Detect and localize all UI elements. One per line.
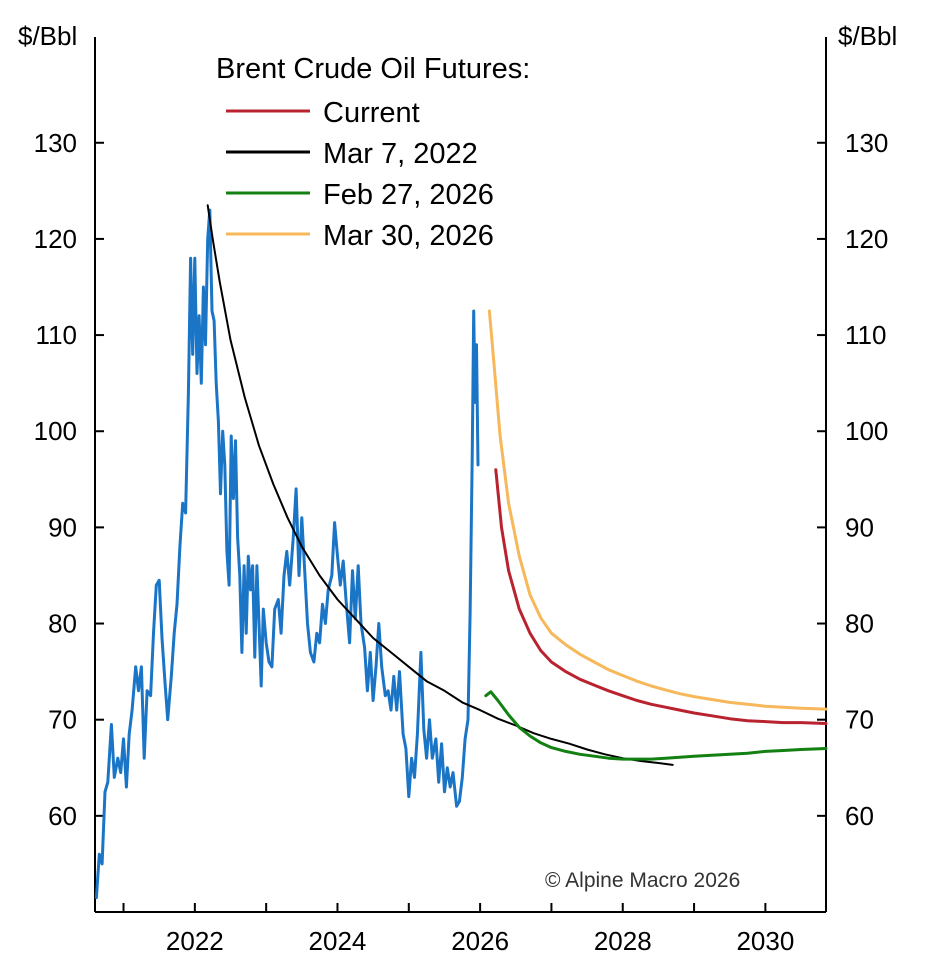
y-tick-labels-right: 60 70 80 90 100 110 120 130	[845, 128, 888, 831]
series-line-current	[494, 468, 828, 725]
y-tick-label-right: 80	[845, 609, 874, 639]
x-tick-label: 2022	[166, 926, 224, 956]
y-tick-label-right: 130	[845, 128, 888, 158]
x-tick-label: 2028	[594, 926, 652, 956]
y-tick-label-right: 100	[845, 416, 888, 446]
legend-entries: Current Mar 7, 2022 Feb 27, 2026 Mar 30, 20…	[226, 97, 494, 252]
legend-label: Mar 30, 2026	[323, 220, 494, 252]
left-unit-label: $/Bbl	[18, 21, 77, 51]
y-tick-label-right: 120	[845, 224, 888, 254]
y-tick-label-left: 70	[48, 705, 77, 735]
legend: Brent Crude Oil Futures: Current Mar 7, 2…	[216, 53, 530, 252]
credit-text: © Alpine Macro 2026	[545, 869, 740, 892]
series-line-brent-spot	[94, 208, 480, 900]
legend-label: Mar 7, 2022	[323, 138, 478, 170]
y-tick-label-left: 120	[34, 224, 77, 254]
legend-title: Brent Crude Oil Futures:	[216, 53, 530, 85]
series-layer	[94, 204, 828, 900]
series-line-feb-27-2026	[484, 690, 828, 761]
y-ticks-right	[817, 141, 826, 817]
legend-label: Feb 27, 2026	[323, 179, 494, 211]
y-tick-label-right: 60	[845, 801, 874, 831]
x-tick-label: 2030	[736, 926, 794, 956]
right-unit-label: $/Bbl	[838, 21, 897, 51]
legend-label: Current	[323, 97, 420, 129]
series-line-mar-7-2022	[206, 204, 674, 766]
series-line-mar-30-2026	[487, 309, 828, 711]
y-ticks-left	[95, 141, 104, 817]
y-tick-label-right: 70	[845, 705, 874, 735]
y-tick-label-right: 90	[845, 512, 874, 542]
plot-frame	[94, 37, 827, 913]
y-tick-label-right: 110	[845, 320, 886, 350]
y-tick-label-left: 130	[34, 128, 77, 158]
x-tick-labels: 2022 2024 2026 2028 2030	[166, 926, 794, 956]
y-tick-label-left: 60	[48, 801, 77, 831]
y-tick-label-left: 110	[36, 320, 77, 350]
x-tick-label: 2026	[451, 926, 509, 956]
x-tick-label: 2024	[309, 926, 367, 956]
y-tick-label-left: 100	[34, 416, 77, 446]
y-tick-label-left: 90	[48, 512, 77, 542]
x-ticks	[122, 903, 767, 912]
y-tick-labels-left: 60 70 80 90 100 110 120 130	[34, 128, 77, 831]
y-tick-label-left: 80	[48, 609, 77, 639]
